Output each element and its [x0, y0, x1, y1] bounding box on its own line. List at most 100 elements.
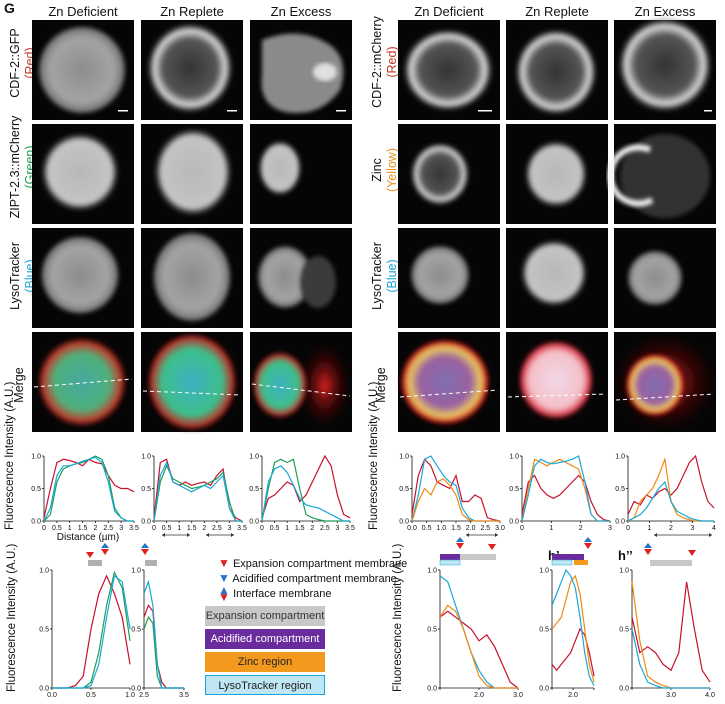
zoom-right-h-xtick-label: 3.0 — [513, 692, 523, 699]
profile-left-2-arrow-b-head-r — [231, 533, 234, 537]
blue-triangle-icon: ▼ — [218, 571, 230, 585]
profile-left-2-xtick-label: 1.5 — [187, 525, 197, 532]
profile-right-3-ytick-label: 0.5 — [615, 486, 625, 493]
profile-left-1-xtick-label: 3 — [119, 525, 123, 532]
zoom-left-a-cyan — [52, 574, 131, 689]
profile-left-2-xtick-label: 1 — [177, 525, 181, 532]
zoom-right-hpp-xtick-label: 3.0 — [666, 692, 676, 699]
micrograph-grid — [32, 17, 717, 432]
profile-right-1-xtick-label: 0.0 — [407, 525, 417, 532]
zoom-left-b-ytick-label: 0.5 — [131, 627, 141, 634]
zoom-left-b-xtick-label: 3.5 — [179, 692, 189, 699]
zoom-left-a-interface-top — [101, 543, 109, 548]
zoom-left-a-interface-bottom — [101, 549, 109, 555]
profile-right-3-orange — [627, 456, 714, 522]
profile-left-3-ytick-label: 1.0 — [249, 454, 259, 461]
zoom-right-h-interface-top — [456, 537, 464, 542]
profile-left-1-xtick-label: 3.5 — [129, 525, 139, 532]
profile-left-1-xtick-label: 1.5 — [78, 525, 88, 532]
zoom-left-b-ytick-label: 1.0 — [131, 568, 141, 575]
right-col-header-excess: Zn Excess — [634, 4, 696, 19]
profile-left-3-cyan — [261, 465, 350, 522]
zoom-right-hp-interface-top — [584, 537, 592, 542]
profile-right-3-red — [627, 454, 715, 515]
profile-left-3-xtick-label: 1 — [285, 525, 289, 532]
profile-left-2-cyan — [153, 460, 242, 522]
profile-right-1-orange — [411, 478, 500, 522]
legend-item-acidified-membrane: ▼ Acidified compartment membrane — [218, 571, 397, 585]
profile-left-2-arrow-b-head-l — [206, 533, 209, 537]
profile-right-3-ytick-label: 1.0 — [615, 454, 625, 461]
zoom-left-a-red-marker — [86, 552, 94, 558]
line-profile-plots: 0.00.51.00 0.5 1 1.5 2 2.5 3 3.50.00.51.00 0.5 1 1… — [31, 454, 716, 700]
legend-label: Interface membrane — [233, 588, 332, 600]
zoom-right-h-cyan — [439, 575, 518, 689]
panel-label-h2: h’’ — [618, 548, 633, 563]
zoom-right-h-expansion-bar — [460, 554, 496, 560]
zoom-right-hpp-xtick-label: 4.0 — [705, 692, 715, 699]
profile-right-3-xtick-label: 4 — [712, 525, 716, 532]
zoom-right-hp-interface-bottom — [584, 543, 592, 549]
zoom-left-a-red — [52, 574, 131, 689]
profile-right-2-xtick-label: 3 — [608, 525, 612, 532]
profile-left-3-xtick-label: 0.5 — [270, 525, 280, 532]
zoom-left-a-xtick-label: 1.0 — [125, 692, 135, 699]
profile-left-2-green — [153, 464, 242, 522]
profile-left-1-xtick-label: 0 — [42, 525, 46, 532]
zoom-left-b-interface-bottom — [141, 549, 149, 555]
profile-left-1-xtick-label: 0.5 — [52, 525, 62, 532]
legend-label: Expansion compartment membrane — [232, 558, 408, 570]
legend-label: Acidified compartment membrane — [232, 573, 397, 585]
profile-right-2-ytick-label: 1.0 — [509, 454, 519, 461]
profile-left-1-ytick-label: 1.0 — [31, 454, 41, 461]
zoom-right-h-orange — [439, 604, 518, 689]
profile-right-2-orange — [521, 458, 610, 522]
zoom-right-hpp-interface-top — [644, 543, 652, 548]
profile-right-2-cyan — [521, 455, 610, 522]
profile-left-2-xtick-label: 0 — [152, 525, 156, 532]
zoom-left-a-ytick-label: 0.0 — [39, 686, 49, 693]
zoom-left-b-green — [143, 615, 184, 689]
profile-left-3-green — [261, 458, 350, 522]
zoom-right-h-ytick-label: 0.0 — [427, 686, 437, 693]
right-col-header-replete: Zn Replete — [525, 4, 589, 19]
profile-left-2-ytick-label: 0.0 — [141, 519, 151, 526]
interface-diamond-icon: ▲ ▼ — [218, 583, 230, 604]
right-col-header-deficient: Zn Deficient — [414, 4, 484, 19]
zoom-left-a-ytick-label: 0.5 — [39, 627, 49, 634]
profile-right-3-ytick-label: 0.0 — [615, 519, 625, 526]
profile-left-3-red — [261, 454, 351, 519]
profile-left-1-ytick-label: 0.0 — [31, 519, 41, 526]
profile-left-2-xtick-label: 2 — [202, 525, 206, 532]
zoom-left-b-cyan — [143, 579, 184, 689]
profile-right-1-ytick-label: 1.0 — [399, 454, 409, 461]
zoom-right-hpp-cyan — [631, 628, 710, 689]
figure-label: G — [4, 0, 15, 16]
zoom-right-hpp-ytick-label: 0.0 — [619, 686, 629, 693]
profile-left-2-arrow-a-head-l — [162, 533, 165, 537]
profile-left-1-cyan — [43, 456, 134, 522]
profile-right-1-xtick-label: 1.0 — [436, 525, 446, 532]
zoom-right-hpp-ytick-label: 1.0 — [619, 568, 629, 575]
profile-xlabel: Distance (µm) — [56, 532, 120, 543]
zoom-right-h-xtick-label: 2.0 — [474, 692, 484, 699]
zoom-right-h-interface-bottom — [456, 543, 464, 549]
profile-left-3-xtick-label: 2 — [310, 525, 314, 532]
zoom-right-h-ytick-label: 0.5 — [427, 627, 437, 634]
zoom-right-hpp-interface-bottom — [644, 549, 652, 555]
profile-left-3-ytick-label: 0.5 — [249, 486, 259, 493]
zoom-right-hp-xtick-label: 2.0 — [568, 692, 578, 699]
zoom-right-hp-ytick-label: 1.0 — [539, 568, 549, 575]
profile-right-3-xtick-label: 1 — [648, 525, 652, 532]
profile-right-2-ytick-label: 0.5 — [509, 486, 519, 493]
left-col-header-excess: Zn Excess — [270, 4, 332, 19]
zoom-left-b-ytick-label: 0.0 — [131, 686, 141, 693]
red-triangle-icon: ▼ — [218, 556, 230, 570]
profile-right-2-xtick-label: 1 — [549, 525, 553, 532]
zoom-right-hpp-ytick-label: 0.5 — [619, 627, 629, 634]
zoom-left-b-expansion-bar — [145, 560, 157, 566]
zoom-right-hp-acidified-bar — [552, 554, 584, 560]
zoom-left-b-interface-top — [141, 543, 149, 548]
profile-right-1-xtick-label: 2.0 — [466, 525, 476, 532]
profile-left-3-xtick-label: 2.5 — [320, 525, 330, 532]
